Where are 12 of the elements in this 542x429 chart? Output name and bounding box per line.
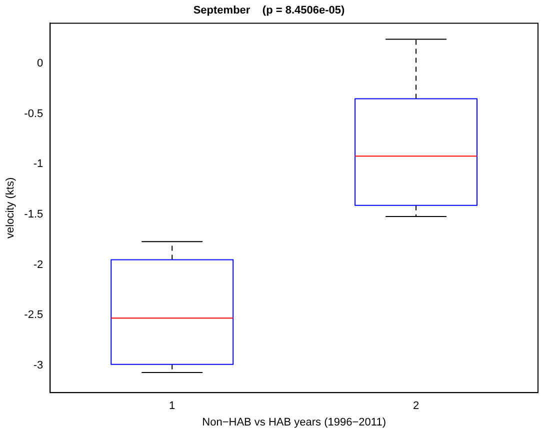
y-tick-label: -1.5	[24, 208, 44, 220]
y-tick-label: -2.5	[24, 309, 44, 322]
y-axis-title: velocity (kts)	[4, 177, 17, 238]
y-tick-label: -0.5	[24, 108, 44, 120]
y-tick-label: 0	[37, 57, 44, 70]
x-tick-label: 2	[412, 400, 420, 412]
x-tick-label: 1	[169, 400, 176, 412]
chart-title: September (p = 8.4506e-05)	[193, 4, 345, 17]
x-axis-title: Non−HAB vs HAB years (1996−2011)	[202, 416, 386, 428]
y-tick-label: -3	[33, 359, 44, 372]
y-tick-label: -1	[33, 158, 44, 170]
y-tick-label: -2	[33, 258, 44, 271]
